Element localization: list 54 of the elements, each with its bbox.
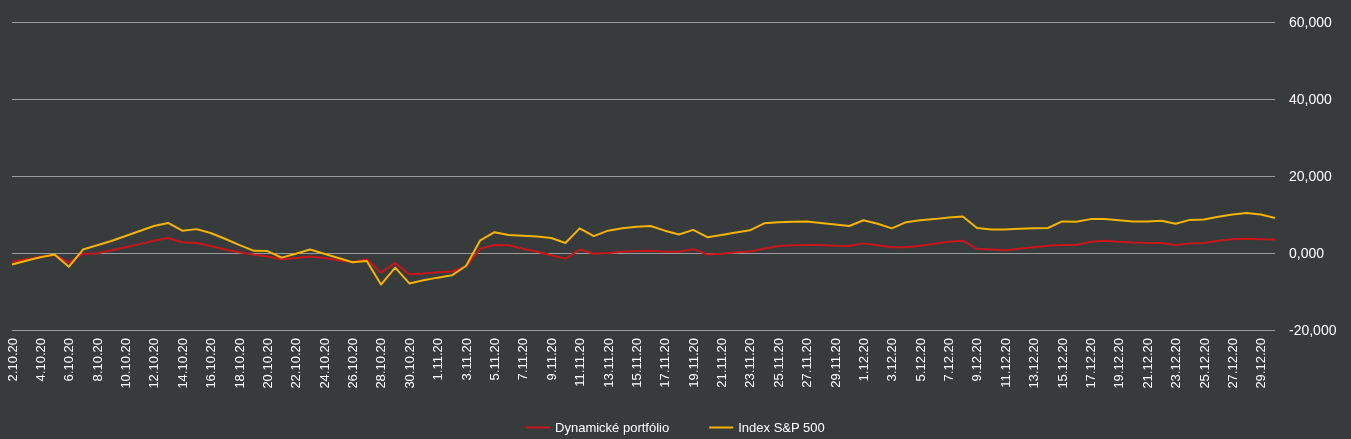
x-tick-label: 11.12.20	[997, 338, 1013, 388]
x-tick-label: 15.12.20	[1054, 338, 1070, 389]
x-tick-label: 7.12.20	[941, 338, 957, 382]
x-tick-label: 25.12.20	[1196, 338, 1212, 389]
x-tick-label: 22.10.20	[288, 338, 304, 389]
y-tick-label: 60,000	[1289, 14, 1333, 30]
x-tick-label: 1.12.20	[855, 338, 871, 382]
x-tick-label: 9.12.20	[969, 338, 985, 382]
x-tick-label: 21.11.20	[714, 338, 730, 388]
x-tick-label: 20.10.20	[259, 338, 275, 389]
x-tick-label: 30.10.20	[401, 338, 417, 389]
x-tick-label: 10.10.20	[118, 338, 134, 389]
x-tick-label: 3.12.20	[884, 338, 900, 382]
x-tick-label: 13.11.20	[600, 338, 616, 388]
legend-label: Dynamické portfólio	[555, 420, 670, 435]
x-tick-label: 5.12.20	[912, 338, 928, 382]
x-tick-label: 3.11.20	[458, 338, 474, 381]
y-tick-label: -20,000	[1289, 322, 1337, 338]
x-tick-label: 11.11.20	[572, 338, 588, 387]
x-tick-label: 25.11.20	[770, 338, 786, 388]
y-tick-label: 20,000	[1289, 168, 1333, 184]
x-tick-label: 27.12.20	[1224, 338, 1240, 389]
x-tick-label: 5.11.20	[486, 338, 502, 381]
x-tick-label: 15.11.20	[628, 338, 644, 388]
x-tick-label: 12.10.20	[146, 338, 162, 389]
x-tick-label: 14.10.20	[174, 338, 190, 389]
y-tick-label: 0,000	[1289, 245, 1325, 261]
x-tick-label: 27.11.20	[799, 338, 815, 388]
x-tick-label: 18.10.20	[231, 338, 247, 389]
x-tick-label: 23.12.20	[1168, 338, 1184, 389]
x-tick-label: 28.10.20	[373, 338, 389, 389]
x-tick-label: 7.11.20	[515, 338, 531, 381]
y-tick-label: 40,000	[1289, 91, 1333, 107]
x-tick-label: 26.10.20	[345, 338, 361, 389]
x-tick-label: 29.11.20	[827, 338, 843, 388]
x-tick-label: 13.12.20	[1026, 338, 1042, 389]
line-series	[11, 211, 1276, 286]
x-tick-label: 24.10.20	[316, 338, 332, 389]
x-tick-label: 29.12.20	[1253, 338, 1269, 389]
x-tick-label: 21.12.20	[1139, 338, 1155, 389]
x-tick-label: 23.11.20	[742, 338, 758, 388]
x-tick-label: 9.11.20	[543, 338, 559, 381]
x-tick-label: 2.10.20	[4, 338, 20, 382]
x-tick-label: 4.10.20	[32, 338, 48, 382]
x-tick-label: 16.10.20	[203, 338, 219, 389]
x-tick-label: 19.12.20	[1111, 338, 1127, 389]
x-tick-label: 17.11.20	[657, 338, 673, 388]
line-series	[11, 236, 1276, 276]
x-tick-label: 17.12.20	[1083, 338, 1099, 389]
x-tick-label: 1.11.20	[430, 338, 446, 381]
x-tick-label: 8.10.20	[89, 338, 105, 382]
x-tick-label: 6.10.20	[61, 338, 77, 382]
x-tick-label: 19.11.20	[685, 338, 701, 388]
legend-label: Index S&P 500	[738, 420, 825, 435]
